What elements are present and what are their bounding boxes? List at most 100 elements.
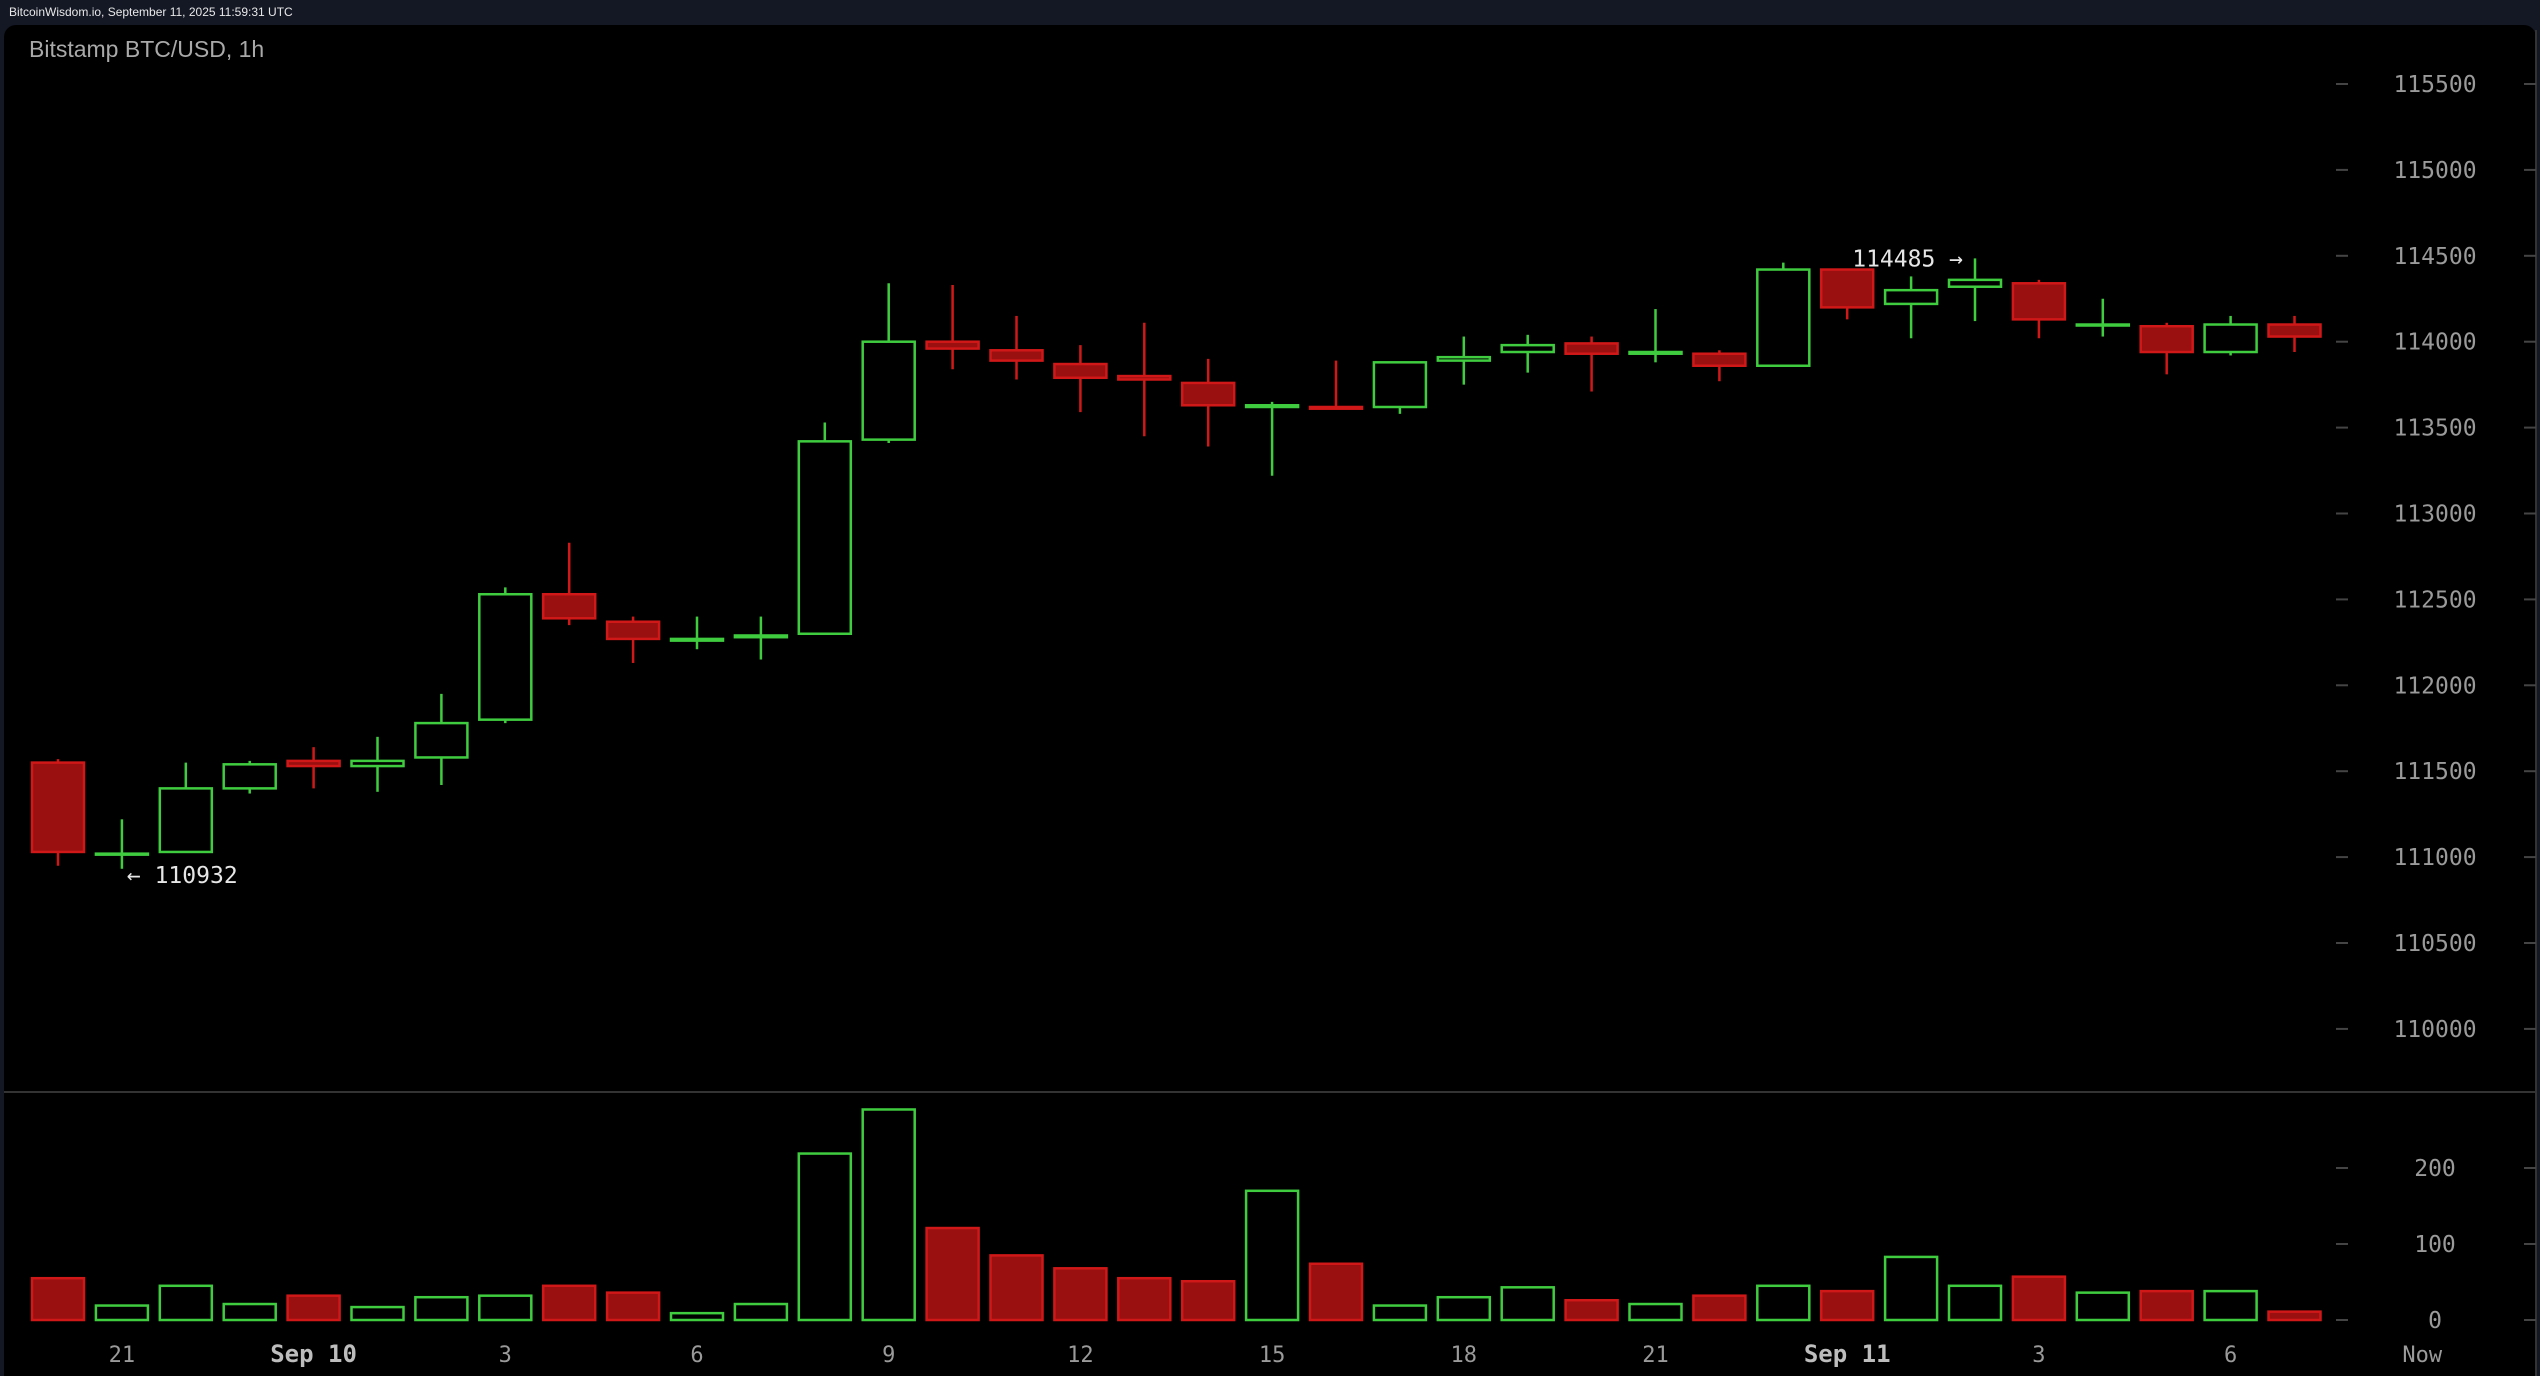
candle-down (1564, 342, 1619, 355)
volume-bar-down (286, 1294, 341, 1322)
volume-bar-up (1883, 1255, 1939, 1322)
volume-bar-up (1436, 1295, 1492, 1322)
candle-up (669, 637, 725, 642)
volume-bar-down (2267, 1310, 2322, 1322)
volume-bar-up (350, 1305, 405, 1322)
candle-up (350, 759, 405, 768)
candle-up (1436, 355, 1492, 362)
volume-bar-down (1819, 1289, 1875, 1322)
volume-bar-up (1628, 1302, 1683, 1322)
candle-up (861, 340, 916, 441)
price-tick-label: 113500 (2393, 416, 2476, 442)
price-tick-label: 114500 (2393, 244, 2476, 270)
time-tick-label: 12 (1067, 1343, 1094, 1368)
volume-bar-up (1756, 1284, 1811, 1322)
candle-down (286, 759, 341, 768)
price-tick-label: 114000 (2393, 330, 2476, 356)
candle-down (2267, 323, 2322, 338)
volume-bar-down (925, 1226, 980, 1322)
candle-up (222, 763, 277, 790)
candle-down (1308, 405, 1364, 410)
time-tick-label: 18 (1451, 1343, 1478, 1368)
candle-up (1883, 288, 1939, 306)
source-timestamp: BitcoinWisdom.io, September 11, 2025 11:… (9, 5, 293, 19)
volume-bar-up (2075, 1291, 2131, 1322)
volume-bar-up (158, 1284, 214, 1322)
volume-bar-down (1117, 1276, 1172, 1322)
candle-down (925, 340, 980, 350)
candle-up (733, 634, 789, 639)
volume-bar-up (1500, 1286, 1555, 1322)
time-tick-label: 21 (109, 1343, 136, 1368)
candle-up (414, 721, 469, 759)
volume-bar-up (1372, 1304, 1428, 1322)
volume-tick-label: 0 (2428, 1308, 2442, 1334)
volume-bar-up (222, 1302, 277, 1322)
volume-bar-up (478, 1294, 533, 1322)
price-tick-label: 115500 (2393, 72, 2476, 98)
volume-bar-down (1692, 1294, 1747, 1322)
volume-bar-down (605, 1291, 661, 1322)
candle-down (1692, 352, 1747, 368)
candle-up (1947, 278, 2003, 288)
volume-bar-down (1308, 1262, 1364, 1322)
volume-bar-up (797, 1152, 853, 1322)
price-tick-label: 111000 (2393, 845, 2476, 871)
candle-down (605, 620, 661, 641)
candle-up (1372, 361, 1428, 409)
volume-bar-up (861, 1108, 916, 1322)
candle-down (2139, 324, 2194, 354)
volume-bar-down (1053, 1267, 1108, 1322)
volume-bar-up (2203, 1289, 2258, 1322)
candle-up (1628, 350, 1683, 355)
volume-bar-up (1947, 1284, 2003, 1322)
price-tick-label: 112000 (2393, 673, 2476, 699)
time-tick-label: Sep 11 (1804, 1340, 1891, 1368)
price-tick-label: 110500 (2393, 931, 2476, 957)
time-tick-label: Sep 10 (270, 1340, 357, 1368)
candle-up (1244, 404, 1300, 409)
candle-down (1819, 268, 1875, 309)
volume-bar-up (733, 1302, 789, 1322)
candle-up (797, 440, 853, 636)
volume-bar-down (989, 1254, 1044, 1322)
candle-up (478, 592, 533, 721)
time-tick-label: 21 (1642, 1343, 1669, 1368)
candle-up (1756, 268, 1811, 368)
volume-bar-up (669, 1311, 725, 1322)
candle-down (541, 592, 597, 620)
volume-bar-down (30, 1276, 86, 1322)
candle-up (158, 787, 214, 854)
price-tick-label: 115000 (2393, 158, 2476, 184)
chart-panel (4, 25, 2536, 1376)
time-tick-label: 15 (1259, 1343, 1286, 1368)
time-tick-label: 9 (882, 1343, 895, 1368)
price-tick-label: 110000 (2393, 1017, 2476, 1043)
volume-bar-down (1564, 1298, 1619, 1322)
volume-tick-label: 100 (2414, 1232, 2456, 1258)
time-tick-label: 6 (690, 1343, 703, 1368)
candle-up (94, 852, 150, 856)
candle-down (30, 761, 86, 854)
volume-bar-down (541, 1284, 597, 1322)
time-tick-label: 3 (499, 1343, 512, 1368)
price-tick-label: 113000 (2393, 502, 2476, 528)
candle-up (2075, 323, 2131, 327)
volume-bar-up (94, 1304, 150, 1322)
time-tick-label: 6 (2224, 1343, 2237, 1368)
chart-title: Bitstamp BTC/USD, 1h (29, 36, 265, 62)
volume-tick-label: 200 (2414, 1156, 2456, 1182)
candle-down (2011, 282, 2067, 321)
time-tick-label: Now (2402, 1343, 2442, 1368)
candle-down (1180, 381, 1236, 407)
low-annotation: ← 110932 (127, 863, 238, 889)
volume-bar-up (1244, 1189, 1300, 1322)
volume-bar-up (414, 1295, 469, 1322)
price-tick-label: 111500 (2393, 759, 2476, 785)
candle-down (989, 349, 1044, 362)
candle-down (1053, 362, 1108, 380)
price-tick-label: 112500 (2393, 587, 2476, 613)
candle-up (1500, 343, 1555, 354)
time-tick-label: 3 (2032, 1343, 2045, 1368)
